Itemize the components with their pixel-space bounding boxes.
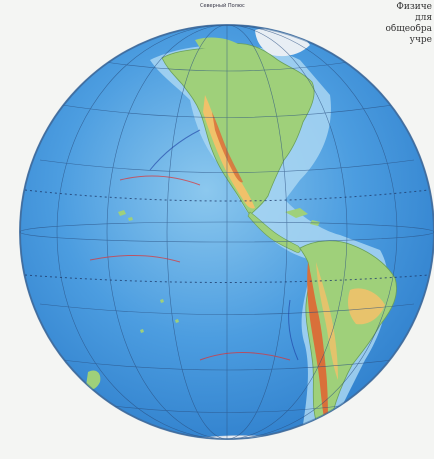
caption-line: для	[415, 13, 432, 23]
tropic-lines	[24, 189, 430, 283]
new-zealand	[86, 370, 101, 390]
andes-mountains	[307, 262, 328, 430]
hawaii-islands	[118, 210, 133, 221]
map-caption: Физиче для общеобра учре	[352, 2, 433, 46]
north-pole-label: Северный Полюс	[200, 3, 245, 9]
ocean-currents	[89, 175, 291, 361]
brazilian-highlands	[348, 288, 385, 325]
cold-currents	[149, 129, 299, 361]
graticule	[20, 25, 434, 439]
antarctica	[139, 435, 361, 439]
andes-uplands	[316, 262, 338, 380]
rocky-mountains	[203, 95, 255, 209]
caption-line: учре	[409, 35, 432, 45]
north-america	[161, 43, 315, 216]
caribbean-islands	[285, 208, 320, 226]
caption-line: Физиче	[396, 2, 432, 12]
caption-line: общеобра	[385, 24, 433, 34]
